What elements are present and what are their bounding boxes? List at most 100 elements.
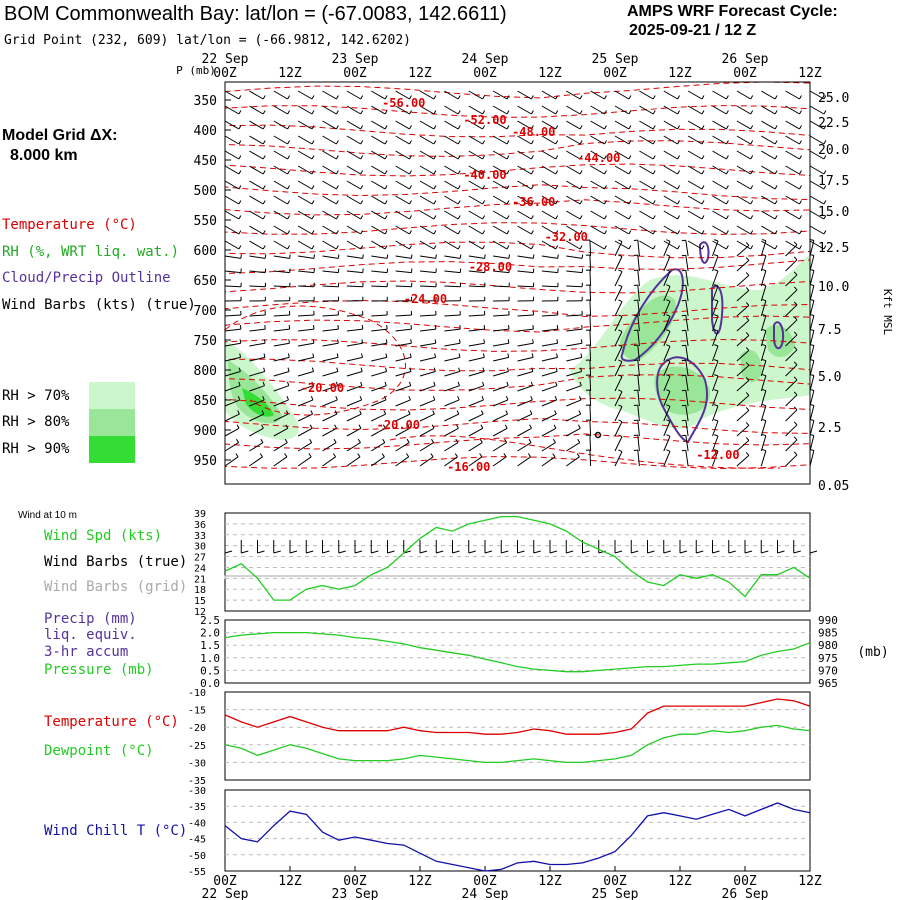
rh-70-swatch [89, 382, 135, 409]
wind-barb [541, 342, 558, 347]
wind-barb-flag [262, 381, 265, 386]
wind-barb-flag [359, 410, 362, 415]
wind-barb [419, 328, 436, 332]
wind-barb [809, 420, 815, 437]
wind-barb [712, 135, 727, 145]
wind-barb [566, 90, 581, 100]
wind-barb [444, 342, 461, 347]
wind-barb [273, 180, 288, 190]
wind-barb [685, 345, 689, 362]
wind-barb [371, 399, 387, 407]
wind-barb [346, 180, 361, 190]
wind-barb [444, 105, 459, 115]
wind-barb [346, 427, 362, 437]
wind-barb-flag [579, 381, 582, 386]
top-time-tick-label: 00Z [733, 66, 757, 81]
wind-barb-flag [579, 155, 583, 160]
wind-barb [395, 255, 412, 259]
wind-tick-label: 30 [194, 542, 206, 553]
wind-barb-flag [482, 353, 485, 358]
wind-barb-flag [311, 125, 315, 130]
wind-barb-flag [311, 381, 314, 386]
wind-barb [809, 135, 825, 145]
wind-barb [297, 195, 313, 205]
wind-barb [687, 240, 703, 250]
wind-barb-flag [360, 110, 364, 115]
wind-barb-flag [287, 155, 291, 160]
wind-barb [517, 427, 532, 437]
wind-barb [761, 165, 776, 175]
wind-barb [395, 399, 411, 407]
bottom-date-label: 25 Sep [592, 887, 639, 900]
wind-barb-flag [618, 284, 623, 288]
wind-barb [541, 135, 556, 145]
wind-barb [249, 210, 264, 220]
wind-barb [249, 342, 266, 347]
surface-wind-barb-flag [761, 550, 769, 554]
wind-barb-flag [774, 200, 778, 205]
wind-barb [322, 427, 337, 437]
wind-barb-flag [555, 125, 559, 130]
wind-barb-flag [506, 367, 509, 372]
wind-barb-flag [507, 353, 510, 358]
wind-barb [639, 240, 654, 250]
calm-wind-marker [594, 431, 602, 439]
wind-barb [566, 255, 583, 259]
wind-barb [785, 439, 798, 452]
wind-barb [736, 195, 751, 205]
wind-barb-flag [652, 125, 656, 130]
wind-barb-flag [457, 170, 461, 175]
wind-barb-flag [409, 353, 412, 358]
wind-tick-label: 12 [194, 607, 206, 618]
wind-barb [346, 270, 363, 274]
wind-barb-flag [666, 449, 671, 452]
wind-barb-flag [677, 215, 681, 220]
wind-barb [322, 456, 336, 467]
wind-barb-flag [407, 410, 411, 415]
wind-barb-flag [793, 316, 798, 321]
wind-barb [419, 105, 435, 115]
wind-barb [590, 225, 605, 235]
wind-barb-flag [745, 362, 750, 366]
wind-barb [395, 195, 410, 205]
wind-barb [346, 342, 363, 347]
wind-barb-flag [433, 140, 437, 145]
wind-barb-flag [681, 359, 686, 362]
wind-barb [346, 240, 361, 250]
wind-barb [395, 180, 410, 190]
wind-barb-flag [457, 185, 461, 190]
rh-legend-label: RH (%, WRT liq. wat.) [2, 244, 180, 260]
wind-barb [541, 285, 558, 288]
wind-barb-flag [409, 95, 412, 100]
wind-barb-flag [457, 396, 460, 401]
wind-barb [614, 331, 623, 347]
windchill-series-label: Wind Chill T (°C) [44, 823, 188, 839]
wind-barb-flag [750, 95, 754, 100]
wind-barb [492, 135, 508, 145]
wind-barb [809, 435, 815, 452]
wind-barb [663, 391, 671, 407]
wind-barb [444, 399, 460, 407]
wind-barb-flag [433, 185, 437, 190]
wind-barb-flag [238, 215, 242, 220]
surface-wind-barb-flag [696, 550, 704, 554]
wind-barb [614, 90, 630, 100]
temperature-contour-label: -52.00 [463, 113, 506, 127]
wind-barb [760, 285, 767, 302]
wind-barb-flag [681, 329, 686, 332]
wind-barb-flag [823, 155, 827, 160]
wind-barb [224, 270, 241, 274]
height-tick-label: 15.0 [818, 205, 849, 220]
wind-barb-flag [334, 424, 337, 429]
wind-barb [712, 345, 719, 362]
wind-barb [273, 270, 290, 274]
wind-barb-flag [809, 419, 815, 421]
wind-barb-flag [725, 230, 729, 235]
wind-barb [663, 195, 678, 205]
wind-barb [590, 150, 605, 160]
wind-barb-flag [482, 381, 485, 386]
wind-barb [395, 105, 410, 115]
wind-barb [590, 135, 605, 145]
wind-barb-flag [799, 230, 802, 235]
wind-barb-flag [745, 347, 750, 351]
